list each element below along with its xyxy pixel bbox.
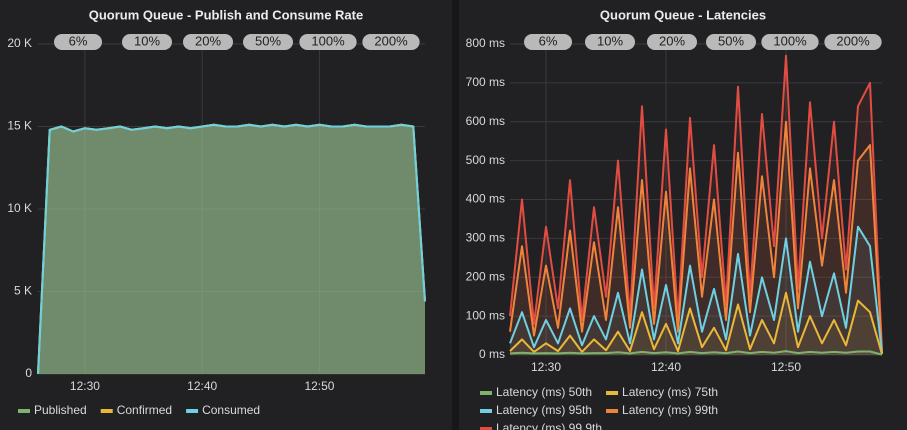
legend-swatch <box>480 391 492 395</box>
y-tick-label: 400 ms <box>466 192 505 206</box>
zoom-button[interactable]: 6% <box>54 33 102 50</box>
zoom-pill[interactable] <box>761 34 819 50</box>
y-tick-label: 700 ms <box>466 75 505 89</box>
legend-swatch <box>606 391 619 395</box>
area <box>38 124 425 374</box>
y-tick-label: 10 K <box>7 201 32 215</box>
y-tick-label: 5 K <box>14 284 32 298</box>
line <box>37 123 426 375</box>
zoom-pill[interactable] <box>524 34 572 50</box>
legend-label: Latency (ms) 99th <box>622 403 718 417</box>
zoom-label[interactable]: 50% <box>255 33 281 48</box>
legend-label: Published <box>34 403 87 417</box>
zoom-label[interactable]: 50% <box>718 33 744 48</box>
legend-item: Latency (ms) 99th <box>606 403 718 417</box>
line <box>509 350 883 356</box>
y-tick-label: 15 K <box>7 119 32 133</box>
legend-label: Latency (ms) 50th <box>496 385 592 399</box>
legend-swatch <box>186 409 199 413</box>
legend-swatch <box>480 427 492 430</box>
x-tick-label: 12:50 <box>304 379 334 393</box>
chart-title: Quorum Queue - Latencies <box>600 7 766 22</box>
x-tick-label: 12:50 <box>771 360 801 374</box>
legend-label: Latency (ms) 75th <box>622 385 718 399</box>
legend-label: Consumed <box>202 403 260 417</box>
zoom-label[interactable]: 20% <box>195 33 221 48</box>
legend-swatch <box>100 409 113 413</box>
area <box>38 124 425 374</box>
legend-item: Consumed <box>186 403 260 417</box>
legend-item: Published <box>18 403 87 417</box>
legend-swatch <box>480 409 492 413</box>
zoom-label[interactable]: 100% <box>311 33 345 48</box>
zoom-label[interactable]: 20% <box>659 33 685 48</box>
line <box>509 54 883 352</box>
zoom-label[interactable]: 6% <box>69 33 88 48</box>
x-tick-label: 12:30 <box>70 379 100 393</box>
zoom-pill[interactable] <box>705 34 757 50</box>
y-tick-label: 800 ms <box>466 36 505 50</box>
legend-swatch <box>18 409 30 413</box>
zoom-button[interactable]: 10% <box>584 33 636 50</box>
y-tick-label: 600 ms <box>466 114 505 128</box>
y-tick-label: 20 K <box>7 36 32 50</box>
legend-item: Latency (ms) 50th <box>480 385 592 399</box>
zoom-label[interactable]: 100% <box>773 33 807 48</box>
zoom-pill[interactable] <box>824 34 882 50</box>
chart-title: Quorum Queue - Publish and Consume Rate <box>89 7 363 22</box>
y-tick-label: 300 ms <box>466 231 505 245</box>
legend-item: Latency (ms) 95th <box>480 403 592 417</box>
zoom-button[interactable]: 200% <box>824 33 882 50</box>
legend-swatch <box>606 409 619 413</box>
zoom-label[interactable]: 10% <box>134 33 160 48</box>
zoom-button[interactable]: 20% <box>646 33 698 50</box>
zoom-button[interactable]: 10% <box>121 33 173 50</box>
legend-label: Latency (ms) 95th <box>496 403 592 417</box>
zoom-pill[interactable] <box>242 34 294 50</box>
line <box>509 291 883 355</box>
zoom-button[interactable]: 50% <box>705 33 757 50</box>
panel <box>0 0 452 430</box>
legend-label: Latency (ms) 99.9th <box>496 421 602 430</box>
legend-item: Latency (ms) 99.9th <box>480 421 602 430</box>
zoom-button[interactable]: 200% <box>362 33 420 50</box>
zoom-label[interactable]: 200% <box>836 33 870 48</box>
y-tick-label: 0 ms <box>479 347 505 361</box>
y-tick-label: 0 <box>25 366 32 380</box>
y-tick-label: 100 ms <box>466 308 505 322</box>
zoom-button[interactable]: 20% <box>182 33 234 50</box>
zoom-label[interactable]: 6% <box>539 33 558 48</box>
zoom-pill[interactable] <box>54 34 102 50</box>
legend-label: Confirmed <box>117 403 172 417</box>
zoom-pill[interactable] <box>121 34 173 50</box>
x-tick-label: 12:40 <box>651 360 681 374</box>
line <box>509 120 883 354</box>
zoom-pill[interactable] <box>584 34 636 50</box>
area <box>510 226 882 355</box>
zoom-button[interactable]: 100% <box>299 33 357 50</box>
panel <box>459 0 907 430</box>
line <box>509 225 883 354</box>
x-tick-label: 12:40 <box>187 379 217 393</box>
zoom-label[interactable]: 200% <box>374 33 408 48</box>
legend-item: Confirmed <box>100 403 172 417</box>
zoom-button[interactable]: 6% <box>524 33 572 50</box>
zoom-pill[interactable] <box>362 34 420 50</box>
zoom-pill[interactable] <box>299 34 357 50</box>
zoom-pill[interactable] <box>646 34 698 50</box>
area <box>38 124 425 374</box>
x-tick-label: 12:30 <box>531 360 561 374</box>
zoom-button[interactable]: 50% <box>242 33 294 50</box>
zoom-label[interactable]: 10% <box>597 33 623 48</box>
y-tick-label: 500 ms <box>466 153 505 167</box>
zoom-pill[interactable] <box>182 34 234 50</box>
y-tick-label: 200 ms <box>466 269 505 283</box>
legend-item: Latency (ms) 75th <box>606 385 718 399</box>
zoom-button[interactable]: 100% <box>761 33 819 50</box>
